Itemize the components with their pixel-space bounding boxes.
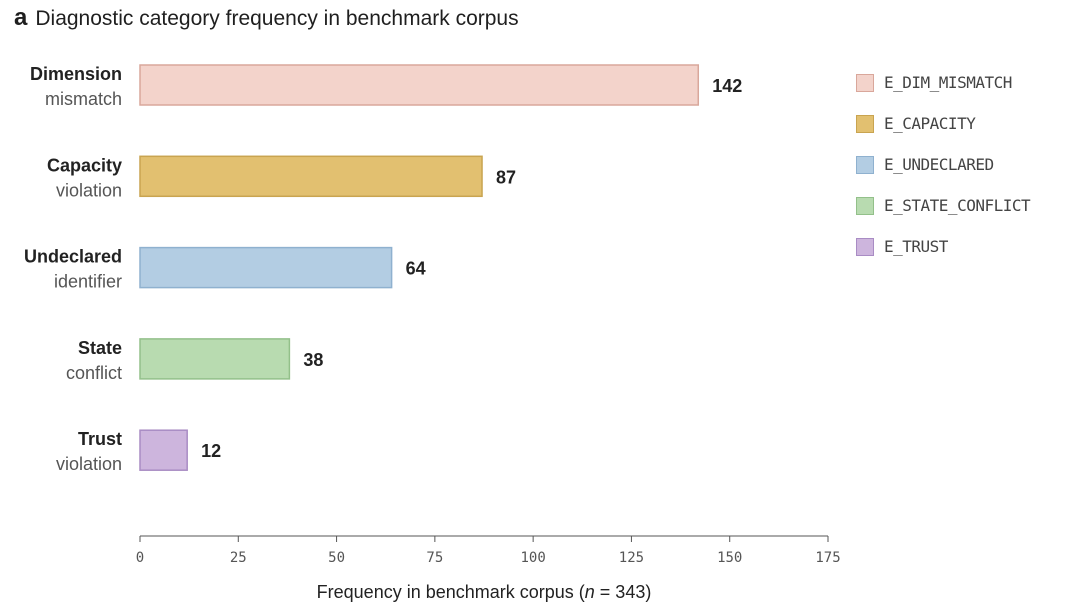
- x-tick-label: 150: [717, 550, 742, 566]
- x-axis-label-n: n: [585, 582, 595, 602]
- bar: [139, 246, 393, 289]
- x-tick-label: 75: [426, 550, 443, 566]
- chart-title: a Diagnostic category frequency in benchm…: [14, 4, 519, 32]
- legend-label: E_DIM_MISMATCH: [884, 73, 1012, 92]
- category-label: Capacity: [47, 155, 122, 175]
- legend-item: E_CAPACITY: [856, 103, 1030, 144]
- bar-value-label: 64: [406, 259, 426, 279]
- category-sublabel: identifier: [54, 272, 122, 292]
- bar-value-label: 12: [201, 441, 221, 461]
- bar: [139, 155, 483, 198]
- category-sublabel: conflict: [66, 363, 122, 383]
- x-axis-label-count: = 343): [595, 582, 652, 602]
- bar-value-label: 87: [496, 167, 516, 187]
- category-label: Undeclared: [24, 247, 122, 267]
- bar: [139, 429, 188, 471]
- bar-value-label: 38: [303, 350, 323, 370]
- chart-title-text: Diagnostic category frequency in benchma…: [35, 7, 519, 30]
- legend-swatch: [856, 114, 874, 133]
- legend-swatch: [856, 155, 874, 174]
- category-sublabel: violation: [56, 454, 122, 474]
- legend-label: E_UNDECLARED: [884, 155, 994, 174]
- legend-label: E_TRUST: [884, 237, 948, 256]
- category-label: Trust: [78, 429, 122, 449]
- x-tick-label: 175: [815, 550, 840, 566]
- legend: E_DIM_MISMATCH E_CAPACITY E_UNDECLARED E_ST…: [856, 62, 1031, 267]
- legend-item: E_UNDECLARED: [856, 144, 1030, 185]
- legend-item: E_DIM_MISMATCH: [856, 62, 1030, 103]
- x-tick-label: 25: [230, 550, 247, 566]
- category-sublabel: mismatch: [45, 89, 122, 109]
- bar: [139, 64, 700, 106]
- legend-swatch: [856, 196, 874, 215]
- legend-label: E_CAPACITY: [884, 114, 976, 133]
- x-tick-label: 0: [136, 550, 144, 566]
- category-label: State: [78, 338, 122, 358]
- x-tick-label: 50: [328, 550, 345, 566]
- category-sublabel: violation: [56, 180, 122, 200]
- bar-value-label: 142: [712, 76, 742, 96]
- legend-swatch: [856, 237, 874, 256]
- category-label: Dimension: [30, 64, 122, 84]
- legend-label: E_STATE_CONFLICT: [884, 196, 1031, 215]
- legend-item: E_TRUST: [856, 226, 1030, 267]
- x-tick-label: 125: [619, 550, 644, 566]
- legend-swatch: [856, 73, 874, 92]
- x-axis-label-text: Frequency in benchmark corpus (: [317, 582, 585, 602]
- panel-letter: a: [14, 4, 28, 31]
- x-axis-label: Frequency in benchmark corpus (n = 343): [317, 582, 652, 602]
- bar: [139, 338, 291, 380]
- x-tick-label: 100: [520, 550, 545, 566]
- legend-item: E_STATE_CONFLICT: [856, 185, 1031, 226]
